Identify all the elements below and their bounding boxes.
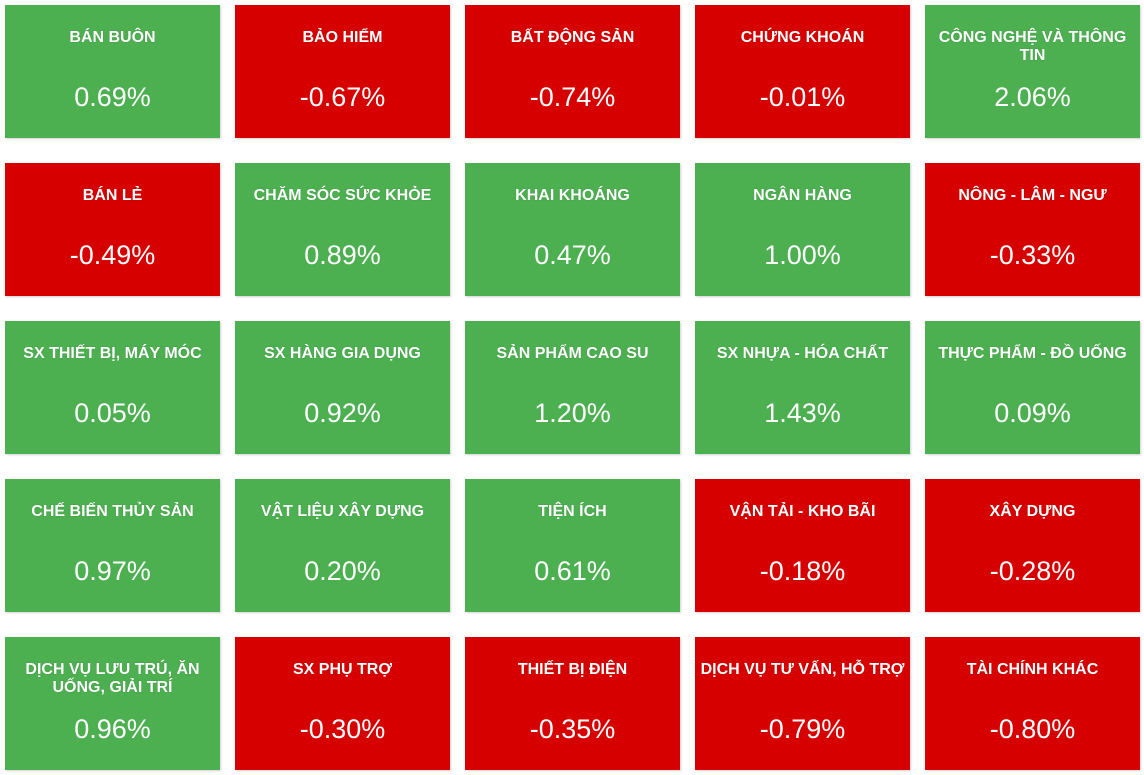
sector-change: 1.20%: [534, 398, 611, 428]
sector-change: -0.30%: [299, 714, 386, 744]
sector-tile-khai-khoang[interactable]: KHAI KHOÁNG 0.47%: [465, 163, 680, 296]
sector-change: -0.80%: [989, 714, 1076, 744]
sector-name: CHỨNG KHOÁN: [740, 29, 865, 46]
sector-change: -0.18%: [759, 556, 846, 586]
sector-tile-van-tai-kho-bai[interactable]: VẬN TẢI - KHO BÃI -0.18%: [695, 479, 910, 612]
sector-change: -0.79%: [759, 714, 846, 744]
sector-change: -0.33%: [989, 240, 1076, 270]
sector-tile-dich-vu-tu-van-ho-tro[interactable]: DỊCH VỤ TƯ VẤN, HỖ TRỢ -0.79%: [695, 637, 910, 770]
sector-name: DỊCH VỤ TƯ VẤN, HỖ TRỢ: [700, 661, 905, 678]
sector-name: VẬT LIỆU XÂY DỰNG: [260, 503, 425, 520]
sector-tile-sx-thiet-bi-may-moc[interactable]: SX THIẾT BỊ, MÁY MÓC 0.05%: [5, 321, 220, 454]
sector-change: 2.06%: [994, 82, 1071, 112]
sector-name: CHĂM SÓC SỨC KHỎE: [253, 187, 432, 204]
sector-tile-thuc-pham-do-uong[interactable]: THỰC PHẨM - ĐỒ UỐNG 0.09%: [925, 321, 1140, 454]
sector-tile-ngan-hang[interactable]: NGÂN HÀNG 1.00%: [695, 163, 910, 296]
sector-name: SX THIẾT BỊ, MÁY MÓC: [23, 345, 202, 362]
sector-tile-cham-soc-suc-khoe[interactable]: CHĂM SÓC SỨC KHỎE 0.89%: [235, 163, 450, 296]
sector-change: -0.01%: [759, 82, 846, 112]
sector-name: BẤT ĐỘNG SẢN: [510, 29, 635, 46]
sector-change: 0.69%: [74, 82, 151, 112]
sector-change: 0.92%: [304, 398, 381, 428]
sector-tile-bat-dong-san[interactable]: BẤT ĐỘNG SẢN -0.74%: [465, 5, 680, 138]
sector-tile-vat-lieu-xay-dung[interactable]: VẬT LIỆU XÂY DỰNG 0.20%: [235, 479, 450, 612]
sector-name: KHAI KHOÁNG: [515, 187, 630, 204]
sector-name: TÀI CHÍNH KHÁC: [966, 661, 1099, 678]
sector-name: CHẾ BIẾN THỦY SẢN: [31, 503, 194, 520]
sector-tile-cong-nghe-thong-tin[interactable]: CÔNG NGHỆ VÀ THÔNG TIN 2.06%: [925, 5, 1140, 138]
sector-tile-dich-vu-luu-tru-an-uong-giai-tri[interactable]: DỊCH VỤ LƯU TRÚ, ĂN UỐNG, GIẢI TRÍ 0.96%: [5, 637, 220, 770]
sector-change: -0.67%: [299, 82, 386, 112]
sector-change: -0.49%: [69, 240, 156, 270]
sector-tile-chung-khoan[interactable]: CHỨNG KHOÁN -0.01%: [695, 5, 910, 138]
sector-change: -0.74%: [529, 82, 616, 112]
sector-name: BÁN BUÔN: [69, 29, 156, 46]
sector-name: DỊCH VỤ LƯU TRÚ, ĂN UỐNG, GIẢI TRÍ: [25, 661, 200, 696]
sector-change: 1.00%: [764, 240, 841, 270]
sector-tile-nong-lam-ngu[interactable]: NÔNG - LÂM - NGƯ -0.33%: [925, 163, 1140, 296]
sector-change: 1.43%: [764, 398, 841, 428]
sector-tile-sx-phu-tro[interactable]: SX PHỤ TRỢ -0.30%: [235, 637, 450, 770]
sector-name: SX PHỤ TRỢ: [293, 661, 392, 678]
sector-name: SẢN PHẨM CAO SU: [496, 345, 649, 362]
sector-tile-ban-buon[interactable]: BÁN BUÔN 0.69%: [5, 5, 220, 138]
sector-tile-xay-dung[interactable]: XÂY DỰNG -0.28%: [925, 479, 1140, 612]
sector-change: 0.05%: [74, 398, 151, 428]
sector-name: THỰC PHẨM - ĐỒ UỐNG: [938, 345, 1127, 362]
sector-name: SX NHỰA - HÓA CHẤT: [716, 345, 889, 362]
sector-change: 0.89%: [304, 240, 381, 270]
sector-name: BÁN LẺ: [82, 187, 143, 204]
sector-change: 0.97%: [74, 556, 151, 586]
sector-tile-tien-ich[interactable]: TIỆN ÍCH 0.61%: [465, 479, 680, 612]
sector-tile-ban-le[interactable]: BÁN LẺ -0.49%: [5, 163, 220, 296]
sector-tile-san-pham-cao-su[interactable]: SẢN PHẨM CAO SU 1.20%: [465, 321, 680, 454]
sector-name: VẬN TẢI - KHO BÃI: [729, 503, 876, 520]
sector-name: CÔNG NGHỆ VÀ THÔNG TIN: [938, 29, 1127, 64]
sector-tile-bao-hiem[interactable]: BẢO HIỂM -0.67%: [235, 5, 450, 138]
sector-change: 0.47%: [534, 240, 611, 270]
sector-name: NÔNG - LÂM - NGƯ: [958, 187, 1107, 204]
sector-tile-tai-chinh-khac[interactable]: TÀI CHÍNH KHÁC -0.80%: [925, 637, 1140, 770]
sector-name: SX HÀNG GIA DỤNG: [264, 345, 421, 362]
sector-change: 0.96%: [74, 714, 151, 744]
sector-name: XÂY DỰNG: [989, 503, 1076, 520]
sector-tile-sx-nhua-hoa-chat[interactable]: SX NHỰA - HÓA CHẤT 1.43%: [695, 321, 910, 454]
sector-change: -0.35%: [529, 714, 616, 744]
sector-change: 0.20%: [304, 556, 381, 586]
sector-name: THIẾT BỊ ĐIỆN: [517, 661, 628, 678]
sector-name: BẢO HIỂM: [302, 29, 383, 46]
sector-tile-thiet-bi-dien[interactable]: THIẾT BỊ ĐIỆN -0.35%: [465, 637, 680, 770]
sector-tile-che-bien-thuy-san[interactable]: CHẾ BIẾN THỦY SẢN 0.97%: [5, 479, 220, 612]
sector-change: -0.28%: [989, 556, 1076, 586]
sector-change: 0.61%: [534, 556, 611, 586]
sector-name: TIỆN ÍCH: [538, 503, 607, 520]
sector-name: NGÂN HÀNG: [753, 187, 852, 204]
sector-change: 0.09%: [994, 398, 1071, 428]
sector-tile-sx-hang-gia-dung[interactable]: SX HÀNG GIA DỤNG 0.92%: [235, 321, 450, 454]
